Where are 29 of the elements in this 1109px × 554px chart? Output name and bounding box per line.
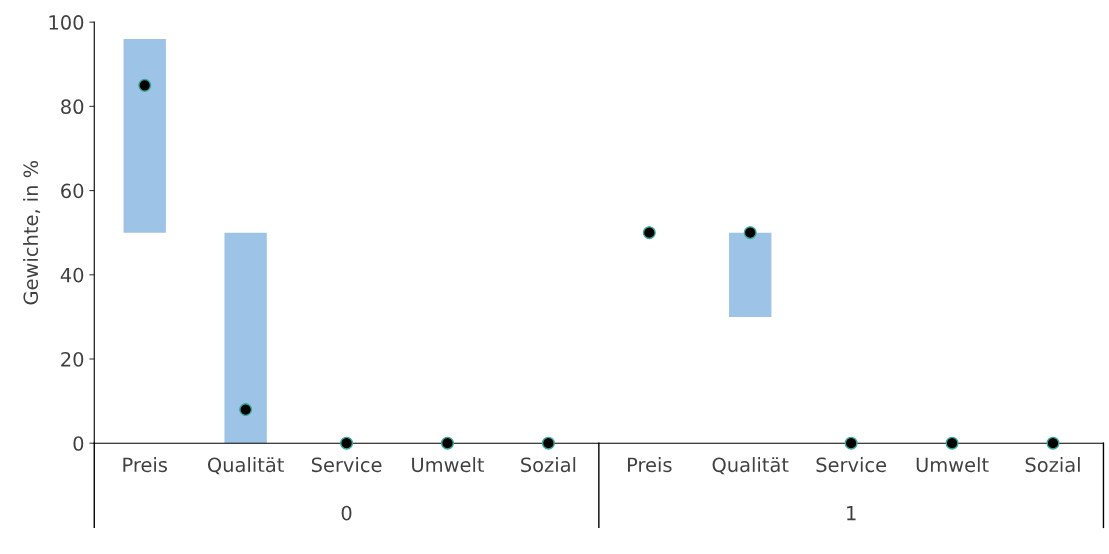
y-axis-title: Gewichte, in % — [23, 160, 41, 305]
y-tick-label: 0 — [73, 436, 84, 451]
y-tick-label: 40 — [60, 267, 84, 283]
x-tick-label: Sozial — [1025, 457, 1080, 473]
x-tick-label: Qualität — [207, 457, 284, 475]
text: 1 — [847, 505, 856, 521]
point — [642, 226, 656, 240]
text: 0 — [341, 505, 352, 521]
x-tick-label: Qualität — [712, 457, 789, 475]
y-tick-label: 80 — [61, 99, 84, 115]
x-tick-label: Preis — [628, 457, 672, 473]
point — [945, 436, 959, 450]
point — [340, 436, 354, 450]
x-tick-label: Service — [816, 457, 887, 473]
point — [844, 436, 858, 450]
point — [138, 78, 152, 92]
point — [541, 436, 555, 450]
point — [440, 436, 454, 450]
x-tick-label: Preis — [123, 457, 167, 473]
x-tick-label: Sozial — [521, 457, 576, 473]
x-tick-label: Umwelt — [412, 457, 485, 473]
point — [239, 403, 253, 417]
x-tick-label: Service — [311, 457, 382, 473]
point — [743, 226, 757, 240]
x-tick-label: Umwelt — [916, 457, 989, 473]
y-tick-label: 60 — [61, 183, 84, 199]
y-tick-label: 20 — [61, 351, 84, 367]
y-tick-label: 100 — [49, 15, 84, 30]
point — [1046, 436, 1060, 450]
